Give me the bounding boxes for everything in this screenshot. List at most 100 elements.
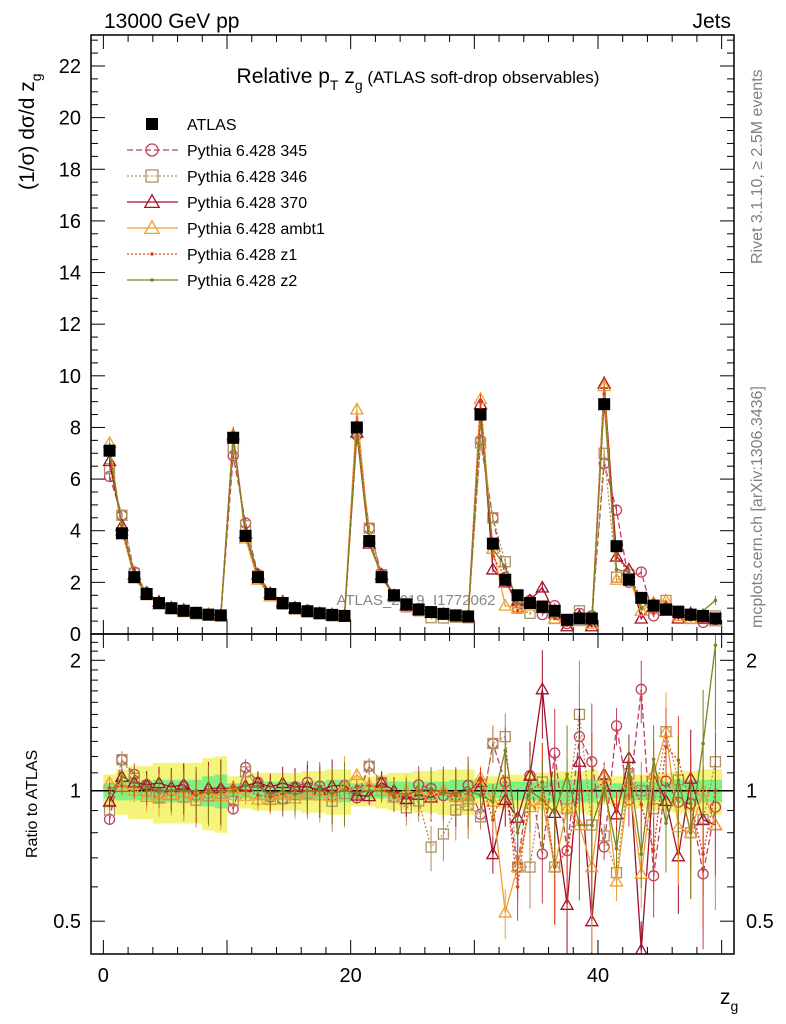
data-point: [589, 823, 594, 827]
data-point: [498, 905, 513, 918]
x-tick-label: 40: [587, 965, 609, 987]
data-point: [416, 788, 421, 793]
data-point: [280, 788, 285, 793]
data-point: [177, 604, 190, 617]
legend-entry: Pythia 6.428 345: [127, 143, 307, 160]
ratio-axes: 0.5 0.51 12 20 20 40: [53, 634, 774, 987]
title-sub1: T: [330, 77, 339, 93]
data-point: [565, 772, 569, 777]
data-point: [268, 792, 273, 797]
data-point: [190, 606, 203, 619]
legend-label: Pythia 6.428 370: [187, 195, 307, 212]
data-point: [561, 613, 574, 626]
main-ytick-label: 6: [70, 469, 81, 491]
data-point: [206, 791, 211, 796]
data-point: [181, 788, 186, 793]
data-point: [219, 788, 223, 793]
data-point: [552, 616, 557, 621]
data-point: [350, 421, 363, 434]
ratio-ytick-label: 1: [70, 781, 81, 803]
legend-label: ATLAS: [187, 117, 237, 134]
data-point: [491, 800, 495, 804]
data-point: [379, 788, 384, 793]
ratio-ytick-label-right: 2: [746, 650, 757, 672]
data-point: [202, 608, 215, 621]
ratio-frame: [90, 633, 735, 955]
data-point: [602, 786, 606, 791]
data-point: [400, 598, 413, 611]
data-point: [355, 791, 359, 795]
data-point: [651, 757, 656, 762]
data-point: [609, 874, 624, 887]
data-point: [256, 784, 260, 789]
data-point: [363, 535, 376, 548]
data-point: [293, 792, 297, 797]
data-point: [584, 618, 599, 632]
series-pythia-6-428-z1: [107, 386, 718, 626]
data-point: [688, 830, 693, 835]
data-point: [338, 609, 351, 622]
data-point: [120, 774, 124, 779]
data-point: [349, 788, 364, 801]
data-point: [355, 784, 359, 788]
data-point: [153, 597, 166, 610]
data-point: [635, 683, 647, 695]
data-point: [622, 573, 635, 586]
data-point: [231, 788, 236, 793]
data-point: [143, 219, 161, 235]
data-point: [425, 841, 437, 853]
data-point: [317, 788, 322, 793]
data-point: [634, 611, 649, 624]
ratio-line: [109, 745, 717, 887]
data-point: [367, 788, 372, 793]
x-tick-label: 0: [98, 965, 109, 987]
data-point: [102, 794, 117, 807]
data-point: [503, 748, 508, 753]
data-point: [330, 791, 334, 796]
data-point: [510, 600, 525, 614]
data-point: [635, 591, 648, 604]
data-point: [165, 602, 178, 615]
legend-entry: ATLAS: [146, 117, 237, 134]
ratio-ytick-label-right: 1: [746, 781, 757, 803]
data-point: [120, 784, 124, 788]
data-point: [144, 785, 149, 789]
data-point: [651, 611, 656, 616]
ratio-plot: 0.5 0.51 12 20 20 40: [53, 633, 774, 987]
data-point: [713, 598, 718, 603]
data-point: [227, 431, 240, 444]
data-point: [485, 846, 500, 860]
data-point: [289, 602, 302, 615]
data-point: [169, 788, 174, 793]
data-point: [132, 780, 137, 785]
data-point: [487, 512, 499, 524]
series-line: [108, 401, 716, 622]
data-point: [585, 612, 598, 625]
data-point: [145, 169, 159, 183]
data-point: [120, 523, 124, 528]
data-point: [515, 885, 520, 889]
title-rest: (ATLAS soft-drop observables): [363, 68, 600, 87]
main-axes: 0 2 4 6 8 10 12 14 16 18 20 22: [59, 35, 734, 646]
data-point: [239, 529, 252, 542]
series-line: [108, 383, 716, 628]
series-line: [108, 393, 716, 625]
main-ylabel: (1/σ) dσ/d zg: [16, 73, 44, 190]
data-point: [684, 608, 697, 621]
main-ytick-label: 12: [59, 314, 81, 336]
ratio-ylabel: Ratio to ATLAS: [24, 750, 41, 858]
data-point: [672, 606, 685, 619]
data-point: [639, 852, 644, 856]
data-point: [602, 392, 606, 396]
data-point: [614, 806, 619, 810]
data-point: [664, 821, 668, 825]
data-point: [664, 744, 668, 749]
data-point: [634, 942, 648, 954]
data-point: [552, 811, 557, 815]
data-point: [143, 193, 161, 209]
data-point: [194, 788, 198, 793]
series-atlas: [103, 398, 722, 626]
data-point: [478, 793, 483, 798]
data-point: [535, 682, 550, 695]
series-pythia-6-428-ambt1: [102, 378, 723, 629]
